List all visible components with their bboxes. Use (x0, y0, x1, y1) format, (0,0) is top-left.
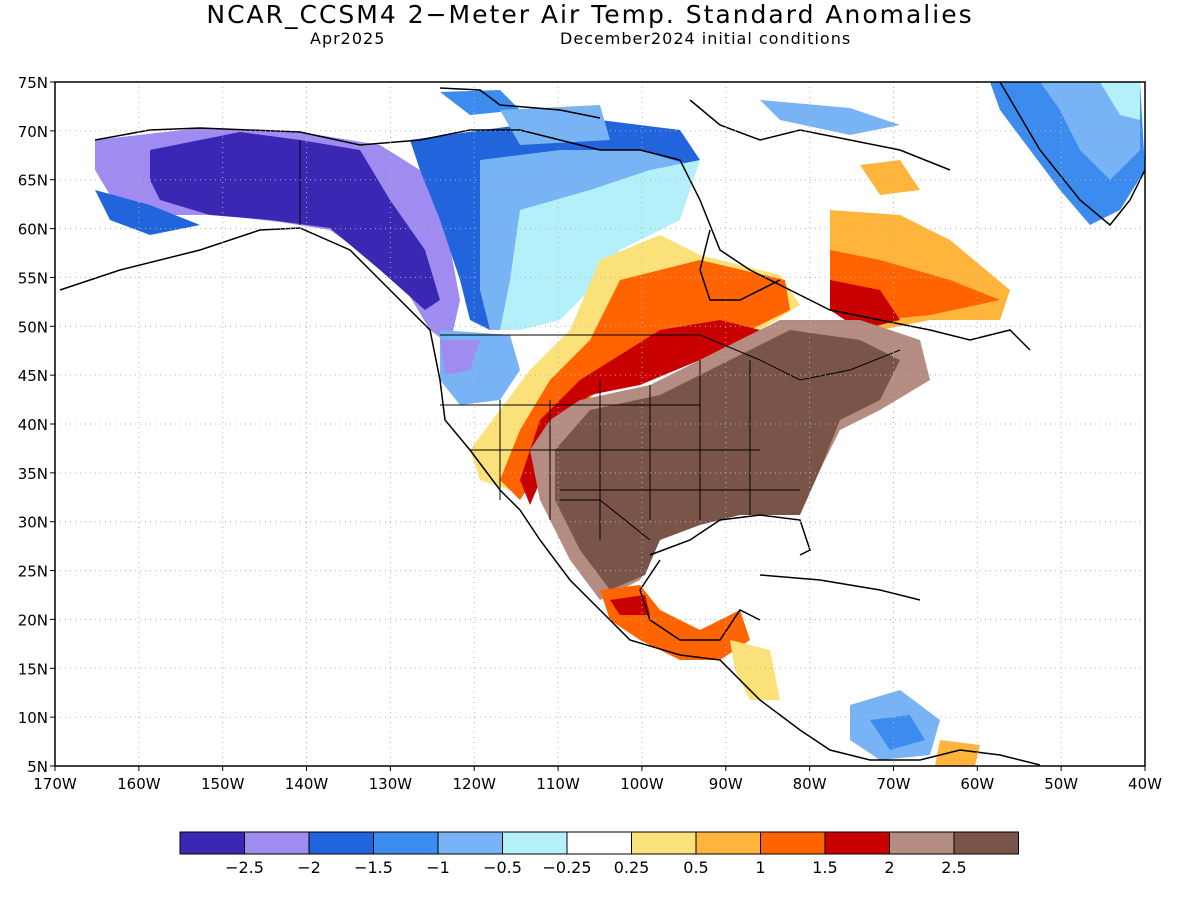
colorbar-swatch (953, 831, 1019, 855)
longitude-labels: 170W 160W 150W 140W 130W 120W 110W 100W 90W 80W 70… (33, 775, 1162, 793)
lat-label: 25N (18, 563, 48, 581)
forecast-month: Apr2025 (310, 29, 386, 48)
colorbar-swatch (373, 831, 439, 855)
lon-label: 80W (793, 775, 827, 793)
lon-label: 90W (709, 775, 743, 793)
colorbar-swatch (502, 831, 568, 855)
colorbar-swatch (179, 831, 245, 855)
lon-label: 60W (960, 775, 994, 793)
lon-label: 160W (117, 775, 161, 793)
lon-label: 120W (452, 775, 496, 793)
map-title: NCAR_CCSM4 2−Meter Air Temp. Standard An… (206, 0, 974, 29)
lat-label: 5N (27, 758, 48, 776)
lon-label: 130W (369, 775, 413, 793)
colorbar-swatch (566, 831, 632, 855)
lon-label: 150W (201, 775, 245, 793)
lat-label: 45N (18, 367, 48, 385)
lon-label: 140W (285, 775, 329, 793)
colorbar-label: −1.5 (354, 858, 393, 877)
colorbar-swatch (695, 831, 761, 855)
political-borders (299, 140, 901, 541)
colorbar-swatch (631, 831, 697, 855)
lon-label: 110W (536, 775, 580, 793)
lon-label: 40W (1128, 775, 1162, 793)
colorbar-label: 0.25 (614, 858, 650, 877)
coastlines (59, 82, 1145, 766)
colorbar-swatch (437, 831, 503, 855)
colorbar-label: 1.5 (812, 858, 837, 877)
initial-conditions: December2024 initial conditions (560, 29, 852, 48)
colorbar-label: −0.25 (542, 858, 591, 877)
lat-label: 15N (18, 660, 48, 678)
lat-label: 75N (18, 74, 48, 92)
lon-label: 100W (620, 775, 664, 793)
lon-label: 50W (1044, 775, 1078, 793)
colorbar-label: −2.5 (225, 858, 264, 877)
lat-label: 50N (18, 318, 48, 336)
lat-label: 70N (18, 123, 48, 141)
colorbar-label: 1 (755, 858, 765, 877)
colorbar-swatch (244, 831, 310, 855)
colorbar-label: −2 (297, 858, 321, 877)
lat-label: 55N (18, 269, 48, 287)
colorbar-label: 2.5 (941, 858, 966, 877)
axis-ticks (50, 81, 1146, 771)
lon-label: 70W (877, 775, 911, 793)
lat-label: 30N (18, 514, 48, 532)
colorbar-label: 2 (884, 858, 894, 877)
colorbar-label: −1 (426, 858, 450, 877)
lon-label: 170W (33, 775, 77, 793)
colorbar-label: 0.5 (683, 858, 708, 877)
colorbar-swatch (889, 831, 955, 855)
lat-label: 40N (18, 416, 48, 434)
latitude-labels: 75N 70N 65N 60N 55N 50N 45N 40N 35N 30N 25N 20N 15N 1… (18, 74, 48, 776)
colorbar-label: −0.5 (483, 858, 522, 877)
anomaly-shading (95, 82, 1145, 766)
lat-label: 60N (18, 221, 48, 239)
lat-label: 20N (18, 611, 48, 629)
colorbar-swatch (308, 831, 374, 855)
colorbar-swatch (760, 831, 826, 855)
lat-label: 35N (18, 465, 48, 483)
colorbar-labels: −2.5 −2 −1.5 −1 −0.5 −0.25 0.25 0.5 1 1.5 2 2.5 (225, 858, 967, 877)
lat-label: 10N (18, 709, 48, 727)
graticule (55, 82, 1145, 766)
lat-label: 65N (18, 172, 48, 190)
colorbar-swatch (824, 831, 890, 855)
colorbar (179, 831, 1019, 855)
